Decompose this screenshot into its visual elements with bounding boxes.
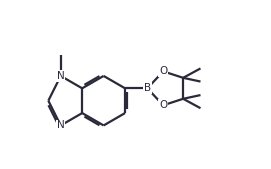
Text: O: O — [159, 66, 167, 76]
Text: B: B — [144, 83, 151, 93]
Text: N: N — [57, 71, 64, 81]
Text: N: N — [57, 120, 64, 130]
Text: O: O — [159, 100, 167, 110]
